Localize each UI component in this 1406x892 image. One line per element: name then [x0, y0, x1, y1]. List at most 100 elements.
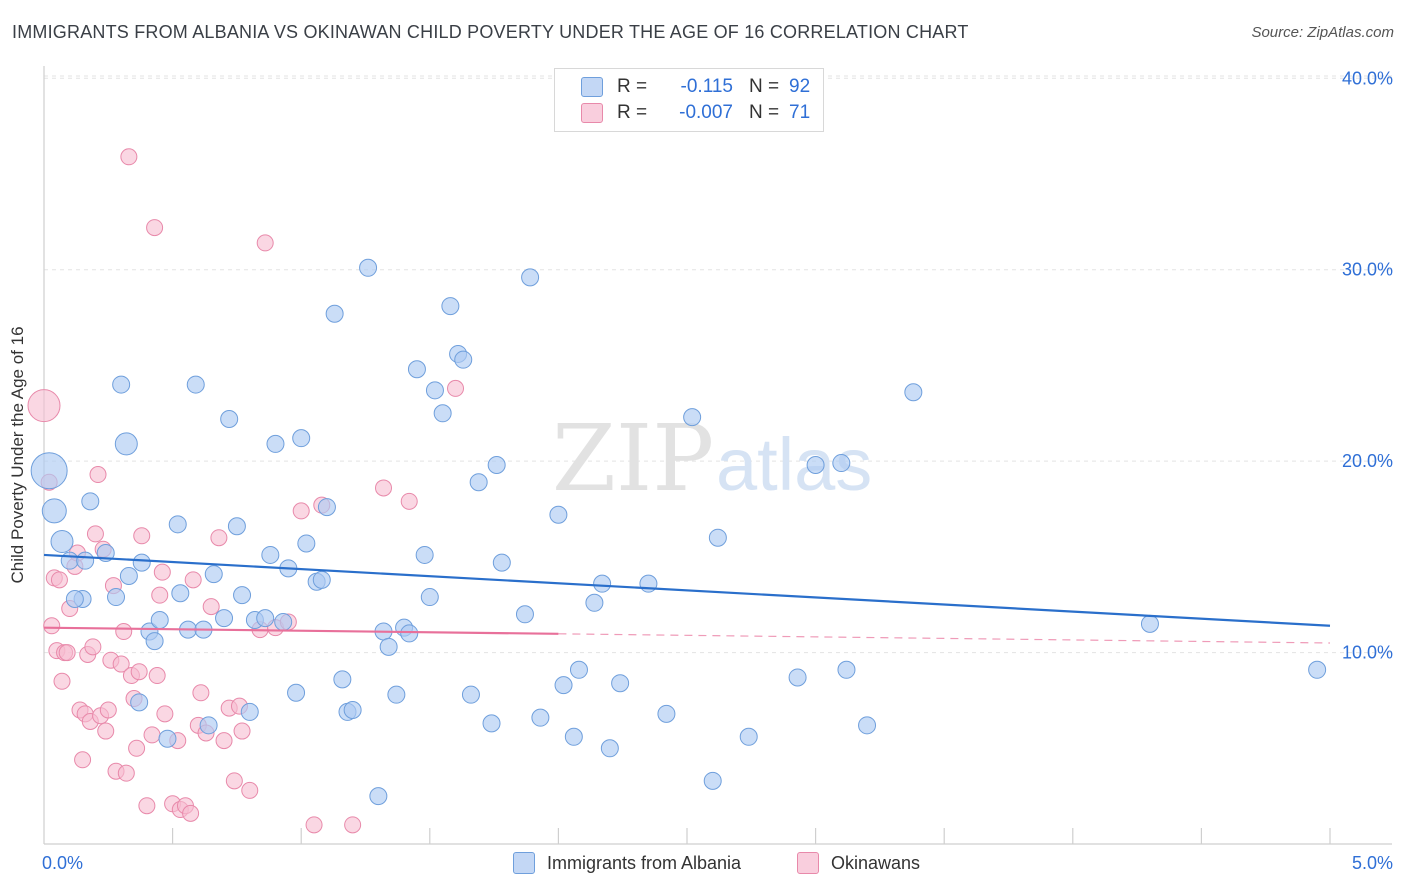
albania-points: [30, 258, 1327, 806]
chart-title: IMMIGRANTS FROM ALBANIA VS OKINAWAN CHIL…: [12, 22, 969, 42]
albania-point: [549, 505, 568, 524]
albania-point: [333, 670, 352, 689]
albania-point: [379, 637, 398, 656]
albania-point: [593, 574, 612, 593]
albania-point: [186, 375, 205, 394]
albania-point: [227, 517, 246, 536]
albania-point: [806, 455, 825, 474]
okinawans-trend-line-dashed: [558, 633, 1331, 644]
albania-point: [837, 660, 856, 679]
r-label: R =: [617, 76, 648, 97]
okinawans-point: [27, 389, 61, 423]
albania-point: [65, 589, 84, 608]
okinawans-point: [50, 571, 68, 589]
albania-point: [233, 586, 252, 605]
okinawans-swatch: [581, 103, 603, 123]
stats-row-albania: R = -0.115 N = 92: [581, 75, 810, 99]
albania-point: [317, 498, 336, 517]
albania-point: [454, 350, 473, 369]
albania-point: [461, 685, 480, 704]
okinawans-point: [241, 781, 259, 799]
okinawans-point: [84, 638, 102, 656]
albania-point: [297, 534, 316, 553]
okinawans-point: [156, 705, 174, 723]
albania-point: [199, 716, 218, 735]
albania-point: [425, 381, 444, 400]
albania-point: [359, 258, 378, 277]
y-tick-label: 20.0%: [1342, 451, 1393, 471]
albania-point: [482, 714, 501, 733]
n-value: 92: [789, 76, 811, 97]
albania-point: [215, 609, 234, 628]
legend-label: Immigrants from Albania: [547, 852, 742, 873]
albania-point: [611, 674, 630, 693]
albania-point: [554, 676, 573, 695]
okinawans-point: [192, 684, 210, 702]
albania-point: [407, 360, 426, 379]
stats-legend: R = -0.115 N = 92 R = -0.007 N = 71: [554, 68, 824, 132]
albania-point: [266, 434, 285, 453]
okinawans-point: [215, 732, 233, 750]
okinawans-point: [184, 571, 202, 589]
albania-point: [492, 553, 511, 572]
okinawans-point: [210, 529, 228, 547]
okinawans-point: [115, 623, 133, 641]
albania-point: [171, 584, 190, 603]
tick-labels: 10.0% 20.0% 30.0% 40.0% 0.0% 5.0%: [42, 68, 1393, 873]
okinawans-point: [120, 148, 138, 166]
albania-point: [204, 565, 223, 584]
okinawans-point: [182, 804, 200, 822]
albania-point: [274, 612, 293, 631]
okinawans-point: [97, 722, 115, 740]
albania-point: [343, 701, 362, 719]
albania-point: [256, 609, 275, 628]
legend-label: Okinawans: [831, 852, 921, 873]
okinawans-point: [447, 379, 465, 397]
okinawans-point: [292, 502, 310, 520]
albania-point: [240, 702, 259, 721]
okinawans-point: [153, 563, 171, 581]
albania-point: [119, 567, 138, 585]
okinawans-point: [58, 644, 76, 662]
series-legend: Immigrants from Albania Okinawans: [0, 852, 1406, 876]
albania-point: [1308, 660, 1327, 679]
albania-point: [600, 739, 619, 758]
albania-point: [531, 708, 550, 727]
okinawans-swatch: [797, 852, 819, 874]
albania-point: [387, 685, 406, 704]
okinawans-point: [344, 816, 362, 834]
albania-point: [132, 553, 151, 572]
albania-point: [50, 530, 74, 554]
albania-point: [312, 570, 331, 589]
albania-point: [420, 588, 439, 607]
albania-swatch: [581, 77, 603, 97]
okinawans-point: [130, 663, 148, 681]
legend-item-albania[interactable]: Immigrants from Albania: [513, 852, 741, 874]
okinawans-point: [128, 739, 146, 757]
y-tick-label: 40.0%: [1342, 68, 1393, 88]
albania-point: [564, 727, 583, 746]
legend-item-okinawans[interactable]: Okinawans: [797, 852, 920, 874]
okinawans-point: [233, 722, 251, 740]
watermark: ZIP atlas: [552, 405, 872, 512]
albania-point: [1140, 614, 1159, 633]
okinawans-point: [400, 492, 418, 510]
albania-trend-line: [43, 553, 1331, 627]
okinawans-point: [202, 598, 220, 616]
albania-point: [145, 632, 164, 651]
albania-point: [287, 683, 306, 702]
albania-point: [708, 528, 727, 547]
albania-point: [433, 404, 452, 423]
okinawans-trend-line: [43, 626, 559, 635]
stats-row-okinawans: R = -0.007 N = 71: [581, 101, 810, 125]
albania-point: [81, 492, 100, 511]
y-tick-label: 10.0%: [1342, 643, 1393, 663]
albania-point: [261, 545, 280, 564]
okinawans-point: [74, 751, 92, 769]
okinawans-point: [133, 527, 151, 545]
okinawans-point: [117, 764, 135, 782]
albania-point: [441, 297, 460, 316]
albania-point: [904, 383, 923, 402]
albania-point: [369, 787, 388, 806]
